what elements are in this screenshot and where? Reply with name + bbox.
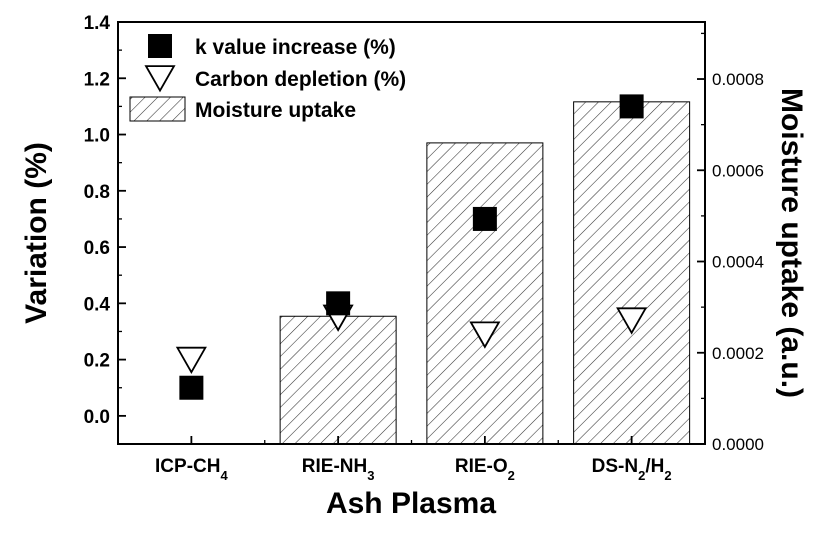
k-value-point: [179, 375, 204, 400]
y-tick-label: 1.2: [84, 69, 110, 90]
y-axis-title: Variation (%): [20, 142, 53, 324]
y-tick-label: 0.8: [84, 182, 110, 203]
legend-label: Carbon depletion (%): [195, 68, 406, 91]
y-right-tick-label: 0.0002: [712, 344, 764, 363]
legend-k-value-swatch: [148, 34, 172, 58]
k-value-point: [326, 291, 351, 316]
x-tick-label: RIE-NH3: [302, 456, 375, 483]
x-tick-label: ICP-CH4: [155, 456, 228, 483]
y-tick-label: 0.6: [84, 238, 110, 259]
y-tick-label: 0.2: [84, 351, 110, 372]
carbon-depletion-point: [175, 346, 207, 375]
y-right-tick-label: 0.0000: [712, 435, 764, 454]
y-right-tick-label: 0.0006: [712, 161, 764, 180]
carbon-depletion-point: [469, 321, 501, 349]
k-value-point: [472, 206, 497, 231]
y-tick-label: 1.0: [84, 126, 110, 147]
y-tick-label: 1.4: [84, 13, 111, 34]
y-right-tick-label: 0.0008: [712, 70, 764, 89]
legend-label: k value increase (%): [195, 36, 396, 59]
x-axis-title: Ash Plasma: [326, 487, 496, 520]
legend-moisture-swatch: [129, 96, 186, 122]
moisture-bar: [426, 142, 544, 445]
y-right-tick-label: 0.0004: [712, 253, 764, 272]
carbon-depletion-point: [616, 307, 648, 335]
x-tick-label: DS-N2/H2: [592, 456, 672, 483]
moisture-bar: [573, 101, 691, 445]
moisture-bar: [279, 315, 397, 445]
legend-label: Moisture uptake: [195, 99, 356, 122]
y-tick-label: 0.4: [84, 294, 111, 315]
y-tick-label: 0.0: [84, 407, 110, 428]
k-value-point: [619, 94, 644, 119]
legend-carbon-swatch: [144, 65, 176, 93]
y-axis-title-right: Moisture uptake (a.u.): [775, 88, 808, 398]
x-tick-label: RIE-O2: [455, 456, 515, 483]
